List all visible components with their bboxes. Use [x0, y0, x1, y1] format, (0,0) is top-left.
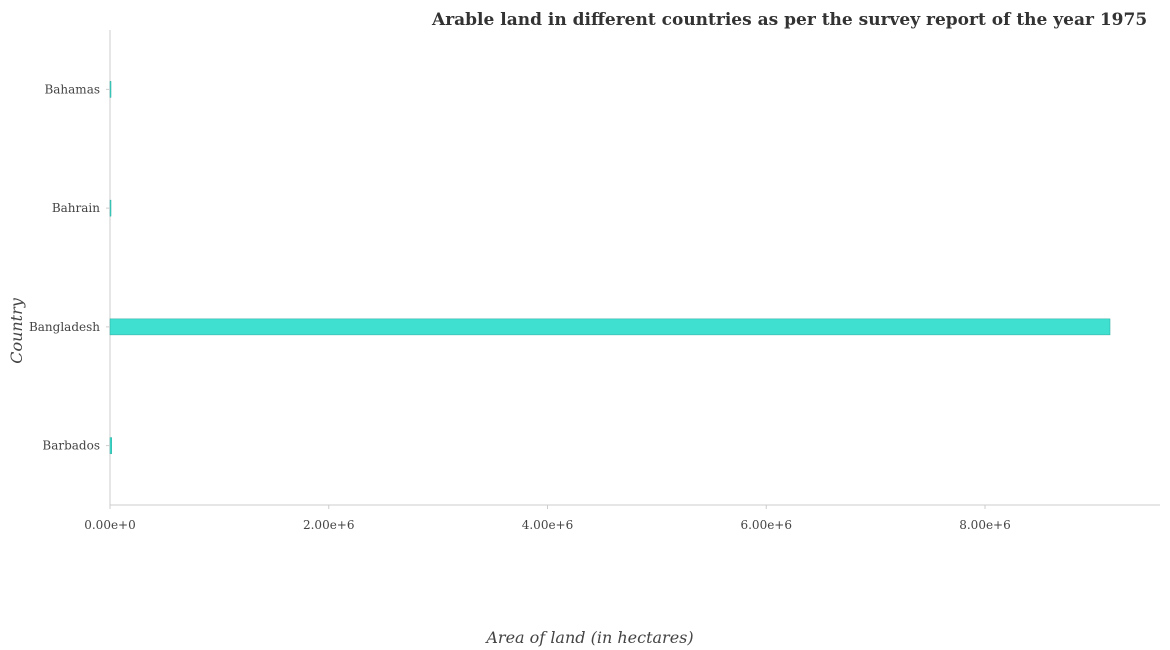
bar-bangladesh: [109, 318, 1111, 336]
x-tick-label: 0.00e+0: [84, 518, 136, 532]
y-tick-label-barbados: Barbados: [42, 439, 100, 453]
y-tick-label-bangladesh: Bangladesh: [29, 320, 100, 334]
bar-bahamas: [109, 81, 112, 98]
bar-bahrain: [109, 199, 112, 217]
bar-barbados: [109, 437, 112, 454]
x-tick-label: 2.00e+6: [303, 518, 355, 532]
plot-area: Bahamas Bahrain Bangladesh Barbados 0.00e+0…: [29, 30, 1160, 532]
x-tick-label: 6.00e+6: [740, 518, 792, 532]
x-tick-label: 8.00e+6: [959, 518, 1011, 532]
bars: [109, 81, 1111, 454]
x-tick-label: 4.00e+6: [522, 518, 574, 532]
y-tick-labels: Bahamas Bahrain Bangladesh Barbados: [29, 82, 110, 453]
y-tick-label-bahrain: Bahrain: [52, 201, 100, 215]
y-tick-label-bahamas: Bahamas: [44, 82, 100, 96]
y-axis-label: Country: [7, 297, 26, 364]
x-tick-labels: 0.00e+0 2.00e+6 4.00e+6 6.00e+6 8.00e+6: [84, 505, 1011, 532]
x-axis-label: Area of land (in hectares): [484, 628, 693, 647]
chart-title: Arable land in different countries as pe…: [431, 10, 1147, 30]
